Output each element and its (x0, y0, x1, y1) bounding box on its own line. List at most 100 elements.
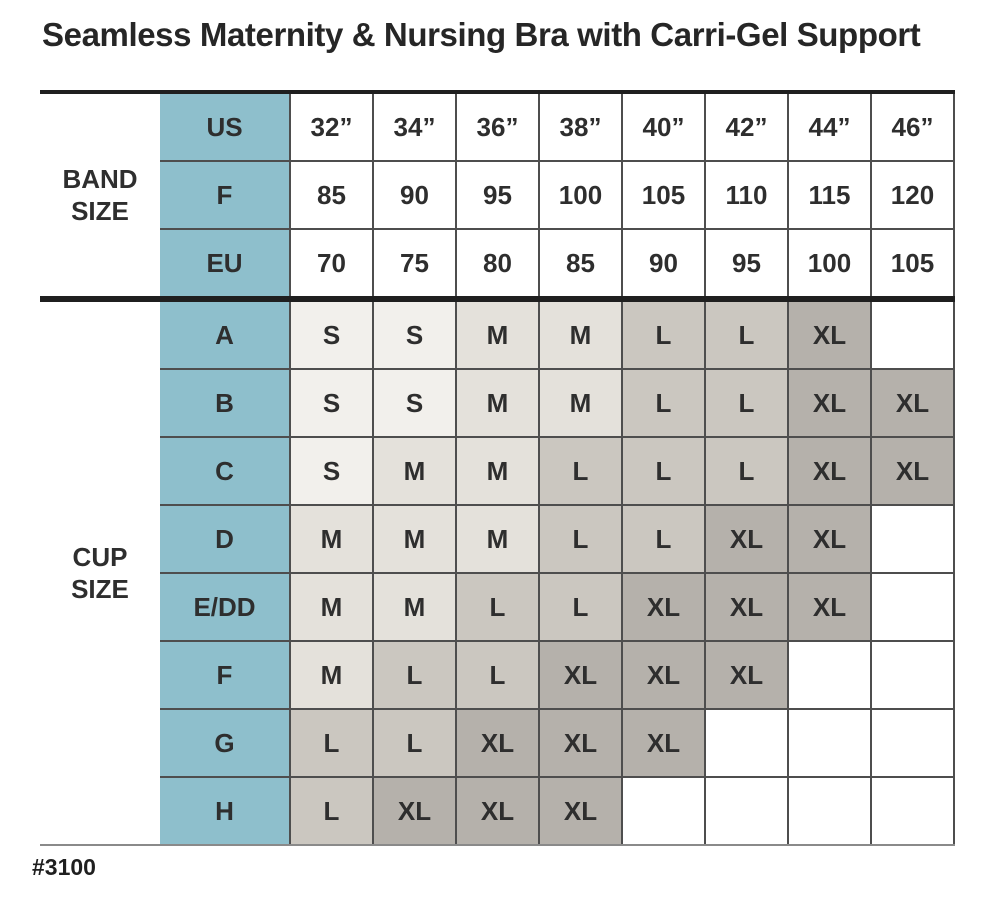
size-cell: XL (538, 708, 623, 778)
band-value-cell: 110 (704, 160, 789, 230)
table-row: H L XL XL XL (40, 776, 955, 846)
size-cell: L (538, 436, 623, 506)
band-value-cell: 90 (372, 160, 457, 230)
size-cell: M (455, 504, 540, 574)
size-cell: M (289, 504, 374, 574)
size-cell (787, 640, 872, 710)
size-cell: M (455, 436, 540, 506)
size-cell: L (621, 436, 706, 506)
row-header-cup-h: H (160, 776, 291, 846)
size-cell (870, 504, 955, 574)
row-header-cup-edd: E/DD (160, 572, 291, 642)
band-value-cell: 105 (870, 228, 955, 302)
row-header-cup-d: D (160, 504, 291, 574)
size-cell (870, 776, 955, 846)
band-value-cell: 85 (289, 160, 374, 230)
table-row: CUP SIZE A S S M M L L XL (40, 298, 955, 846)
band-value-cell: 75 (372, 228, 457, 302)
size-cell: XL (704, 640, 789, 710)
size-cell: S (289, 298, 374, 370)
size-cell: M (538, 368, 623, 438)
size-cell: L (289, 708, 374, 778)
band-value-cell: 95 (455, 160, 540, 230)
size-cell: M (372, 436, 457, 506)
band-value-cell: 32” (289, 90, 374, 162)
row-header-cup-f: F (160, 640, 291, 710)
band-value-cell: 90 (621, 228, 706, 302)
band-value-cell: 38” (538, 90, 623, 162)
size-cell: XL (787, 436, 872, 506)
row-header-cup-a: A (160, 298, 291, 370)
size-cell: L (704, 368, 789, 438)
size-cell: XL (787, 368, 872, 438)
size-cell: L (704, 436, 789, 506)
table-row: G L L XL XL XL (40, 708, 955, 778)
size-cell: XL (704, 504, 789, 574)
size-cell: XL (870, 436, 955, 506)
band-value-cell: 44” (787, 90, 872, 162)
size-cell: S (289, 368, 374, 438)
row-header-f-band: F (160, 160, 291, 230)
size-cell: XL (455, 776, 540, 846)
row-header-cup-b: B (160, 368, 291, 438)
band-value-cell: 70 (289, 228, 374, 302)
table-row: EU 70 75 80 85 90 95 100 105 (40, 228, 955, 302)
band-value-cell: 100 (538, 160, 623, 230)
size-cell: XL (787, 298, 872, 370)
size-cell: XL (538, 640, 623, 710)
band-value-cell: 42” (704, 90, 789, 162)
style-number: #3100 (32, 854, 96, 880)
band-value-cell: 115 (787, 160, 872, 230)
size-cell: L (621, 504, 706, 574)
size-cell: XL (870, 368, 955, 438)
size-cell (870, 708, 955, 778)
size-cell: L (538, 504, 623, 574)
band-value-cell: 105 (621, 160, 706, 230)
band-value-cell: 85 (538, 228, 623, 302)
band-value-cell: 36” (455, 90, 540, 162)
band-value-cell: 80 (455, 228, 540, 302)
table-row: F M L L XL XL XL (40, 640, 955, 710)
size-cell: L (455, 572, 540, 642)
size-cell: L (455, 640, 540, 710)
size-cell: XL (704, 572, 789, 642)
size-cell (621, 776, 706, 846)
size-cell: M (455, 368, 540, 438)
size-cell: L (372, 640, 457, 710)
table-row: C S M M L L L XL XL (40, 436, 955, 506)
size-cell: S (289, 436, 374, 506)
size-cell (787, 708, 872, 778)
page-title: Seamless Maternity & Nursing Bra with Ca… (42, 16, 921, 53)
row-header-us: US (160, 90, 291, 162)
size-cell: M (538, 298, 623, 370)
row-header-cup-c: C (160, 436, 291, 506)
size-cell: L (372, 708, 457, 778)
band-size-label: BAND SIZE (40, 90, 160, 302)
size-cell (870, 640, 955, 710)
size-cell: L (704, 298, 789, 370)
size-cell: M (455, 298, 540, 370)
size-cell: XL (621, 640, 706, 710)
size-cell: XL (621, 708, 706, 778)
size-cell: L (621, 298, 706, 370)
size-cell: XL (538, 776, 623, 846)
band-value-cell: 120 (870, 160, 955, 230)
band-value-cell: 95 (704, 228, 789, 302)
size-cell: S (372, 368, 457, 438)
size-cell: XL (372, 776, 457, 846)
size-cell (704, 776, 789, 846)
size-cell: L (538, 572, 623, 642)
size-chart-table: BAND SIZE US 32” 34” 36” 38” 40” 42” 44”… (40, 90, 955, 846)
table-row: F 85 90 95 100 105 110 115 120 (40, 160, 955, 230)
band-value-cell: 34” (372, 90, 457, 162)
band-value-cell: 100 (787, 228, 872, 302)
band-value-cell: 46” (870, 90, 955, 162)
size-cell (870, 298, 955, 370)
size-cell: M (372, 504, 457, 574)
cup-size-label: CUP SIZE (40, 299, 160, 846)
size-cell: L (289, 776, 374, 846)
size-cell: XL (787, 572, 872, 642)
size-cell (704, 708, 789, 778)
size-cell: XL (621, 572, 706, 642)
